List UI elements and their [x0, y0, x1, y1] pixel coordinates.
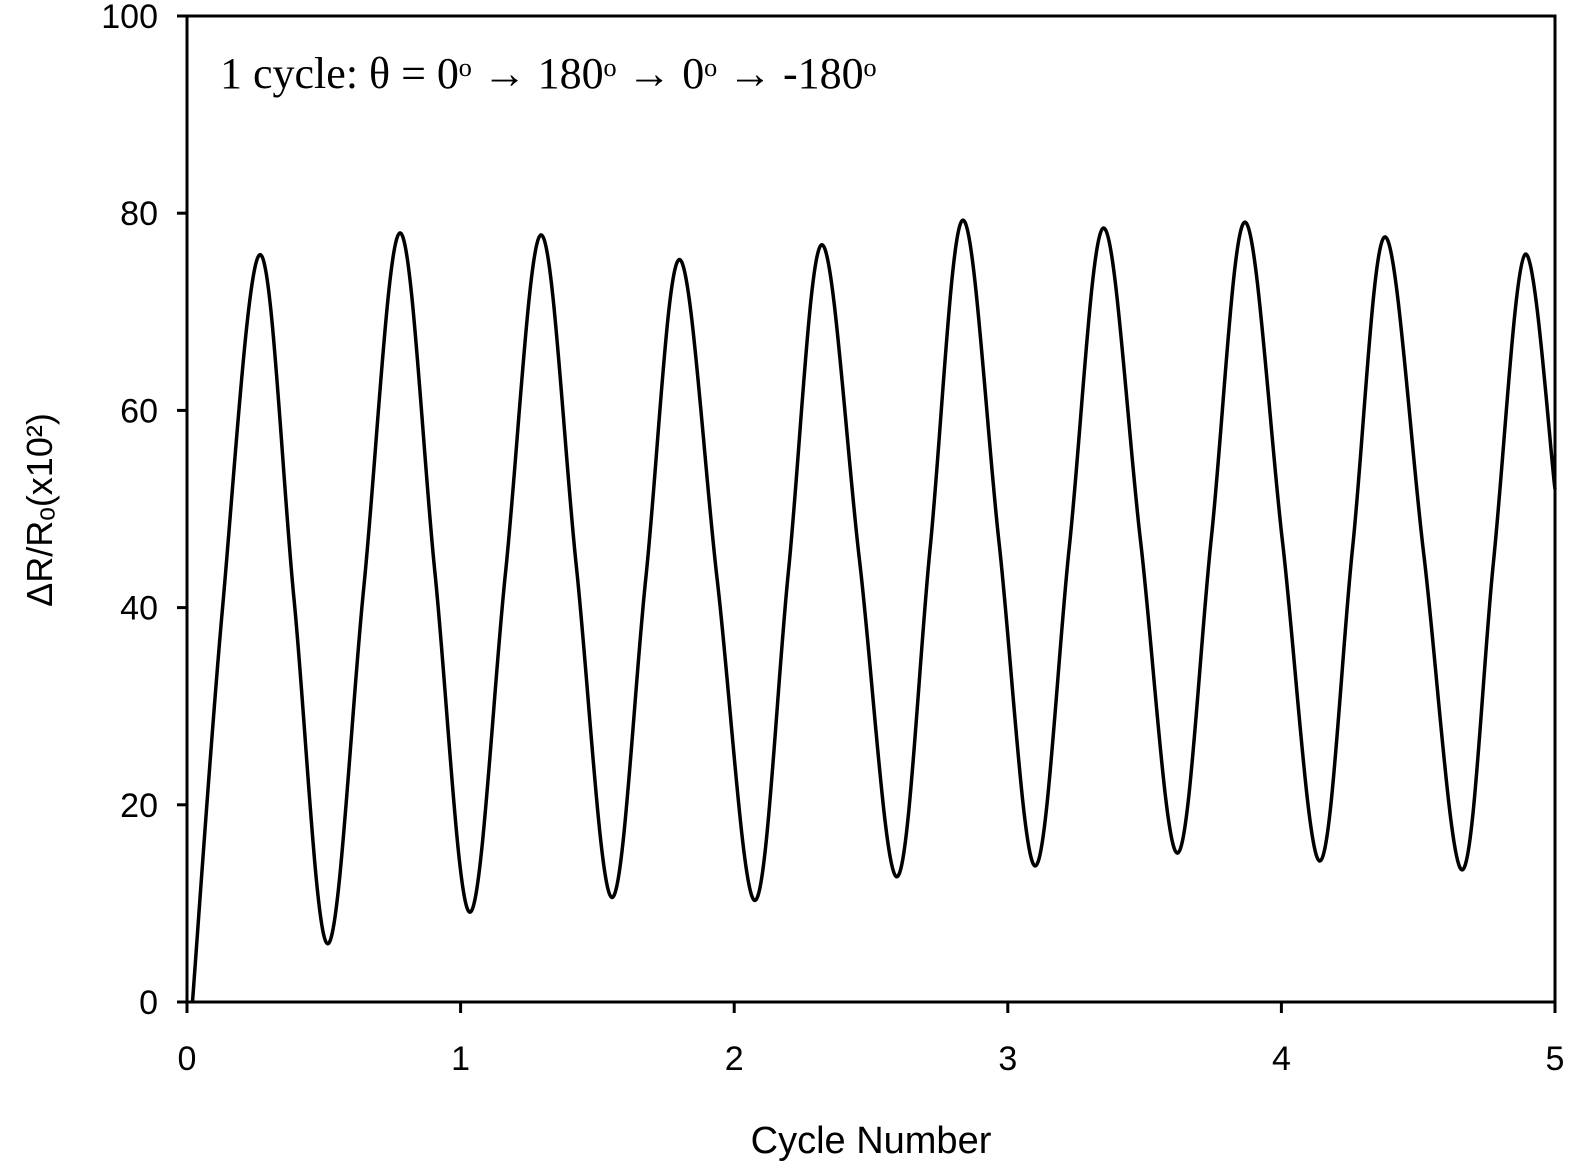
y-tick-label: 40	[120, 590, 158, 628]
x-axis-label: Cycle Number	[751, 1120, 992, 1162]
x-tick-label: 2	[725, 1040, 744, 1078]
y-tick-label: 100	[101, 0, 158, 36]
y-tick-label: 60	[120, 392, 158, 430]
y-tick-label: 20	[120, 787, 158, 825]
y-axis-label: ΔR/Rₒ(x10²)	[19, 413, 60, 607]
x-tick-label: 4	[1272, 1040, 1291, 1078]
x-tick-label: 5	[1546, 1040, 1565, 1078]
annotation: 1 cycle: θ = 0ᵒ → 180ᵒ → 0ᵒ → -180ᵒ	[220, 49, 876, 98]
y-tick-label: 0	[139, 984, 158, 1022]
plot-frame	[185, 14, 1557, 1004]
x-tick-label: 1	[451, 1040, 470, 1078]
data-line	[190, 218, 1557, 1003]
x-tick-label: 0	[178, 1040, 197, 1078]
x-tick-label: 3	[998, 1040, 1017, 1078]
y-tick-label: 80	[120, 195, 158, 233]
